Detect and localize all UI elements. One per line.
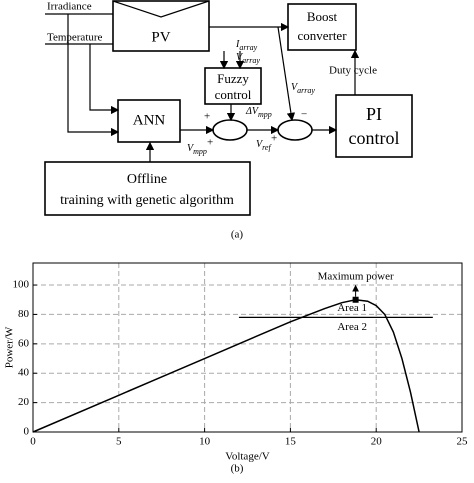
pi-label: control — [349, 128, 400, 148]
sign: + — [271, 133, 277, 145]
fuzzy-label: Fuzzy — [217, 71, 249, 86]
symbol: V — [187, 143, 195, 154]
fuzzy-label: control — [215, 87, 252, 102]
pv-icon — [112, 0, 210, 18]
pv-box — [112, 0, 210, 52]
offline-label: Offline — [127, 172, 167, 187]
chart: 0 5 10 15 20 25 0 20 40 60 80 100 Voltage/V Power/W (b… — [4, 262, 469, 475]
wire — [67, 14, 120, 137]
y-axis-label: Power/W — [4, 326, 16, 368]
input-label: Temperature — [47, 32, 103, 44]
x-tick-label: 10 — [199, 436, 211, 448]
duty-label: Duty cycle — [329, 65, 377, 77]
boost-label: converter — [297, 28, 347, 43]
boost-label: Boost — [307, 9, 338, 24]
subscript: mpp — [193, 147, 207, 156]
area-label: Area 2 — [337, 321, 367, 333]
y-tick-label: 0 — [24, 426, 30, 438]
caption: (a) — [231, 229, 244, 241]
sign: − — [301, 109, 307, 121]
pi-box — [335, 94, 413, 158]
wire — [277, 26, 296, 122]
x-axis-label: Voltage/V — [225, 451, 269, 463]
summing-junction — [212, 119, 248, 141]
ann-label: ANN — [133, 112, 166, 128]
fuzzy-box — [204, 67, 262, 105]
x-tick-label: 0 — [30, 436, 36, 448]
peak-label: Maximum power — [318, 270, 394, 282]
pv-curve — [32, 298, 420, 433]
signal-label: Varray — [236, 52, 260, 65]
offline-label: training with genetic algorithm — [60, 193, 234, 208]
symbol: V — [291, 82, 299, 93]
y-tick-label: 40 — [18, 367, 30, 379]
y-tick-label: 100 — [13, 279, 30, 291]
peak-marker — [352, 296, 359, 303]
x-tick-label: 25 — [457, 436, 469, 448]
plot-frame — [32, 262, 463, 433]
subscript: ref — [262, 143, 272, 152]
input-label: Irradiance — [47, 1, 92, 13]
subscript: mpp — [258, 110, 272, 119]
x-tick-label: 15 — [285, 436, 297, 448]
summing-junction — [277, 119, 313, 141]
y-tick-label: 20 — [18, 396, 30, 408]
offline-box — [44, 161, 251, 216]
subscript: array — [297, 86, 315, 95]
signal-label: ΔVmpp — [245, 106, 272, 119]
signal-label: Varray — [291, 82, 315, 95]
y-tick-label: 60 — [18, 337, 30, 349]
subscript: array — [242, 56, 260, 65]
subscript: array — [239, 43, 257, 52]
signal-label: Iarray — [235, 39, 258, 52]
pi-label: PI — [366, 104, 382, 124]
caption: (b) — [231, 463, 244, 475]
diagram: PV Irradiance Temperature Boost converte… — [44, 0, 413, 241]
x-tick-label: 20 — [371, 436, 383, 448]
signal-label: Vmpp — [187, 143, 207, 156]
signal-label: Vref — [256, 139, 272, 152]
x-tick-label: 5 — [116, 436, 122, 448]
sign: + — [207, 137, 213, 149]
pv-label: PV — [151, 29, 170, 45]
symbol: V — [236, 52, 244, 63]
area-label: Area 1 — [337, 302, 367, 314]
symbol: I — [235, 39, 240, 50]
y-tick-label: 80 — [18, 308, 30, 320]
sign: + — [204, 111, 210, 123]
symbol: ΔV — [245, 106, 260, 117]
wire — [89, 44, 120, 115]
symbol: V — [256, 139, 264, 150]
